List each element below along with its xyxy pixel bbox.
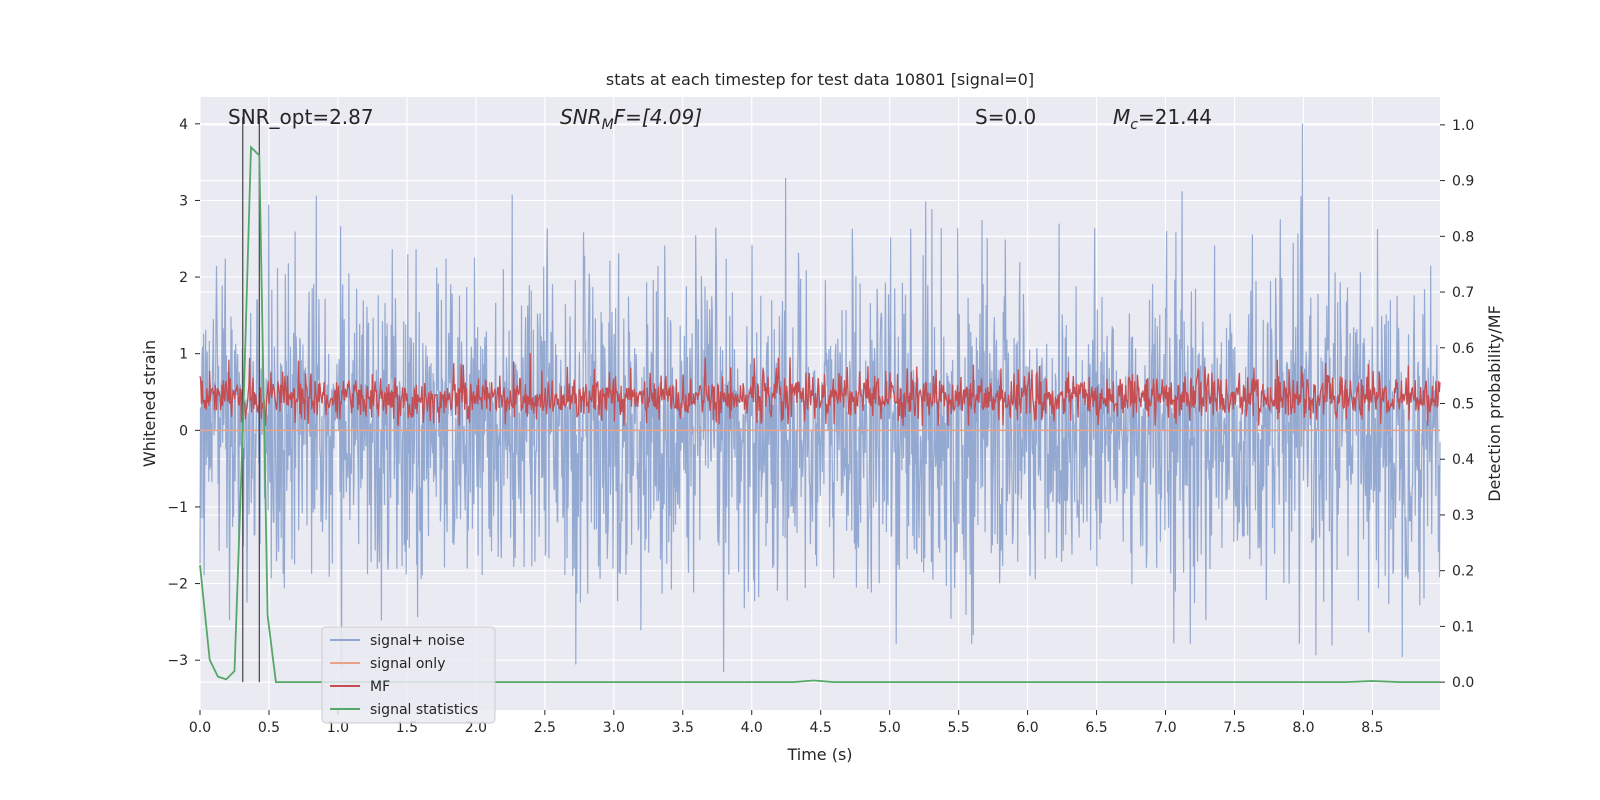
axis-ticks: 0.0 0.5 1.0 1.5 2.0 2.5 3.0 3.5 4.0 4.5 5.0 5.5 6.0 6… xyxy=(167,117,1474,736)
x-tick-label: 2.5 xyxy=(534,720,556,736)
x-tick-label: 4.0 xyxy=(741,720,763,736)
y-axis-label: Whitened strain xyxy=(140,340,159,467)
annotation-snr-mf-suffix: F=[4.09] xyxy=(614,105,702,129)
x-tick-label: 1.0 xyxy=(327,720,349,736)
y-right-tick-label: 1.0 xyxy=(1452,118,1474,134)
y-tick-label: 1 xyxy=(179,347,188,363)
signal-noise-series xyxy=(199,123,1441,673)
y-right-tick-label: 0.0 xyxy=(1452,675,1474,691)
legend-box xyxy=(321,626,496,724)
series-line-signal-noise xyxy=(199,123,1441,673)
y-right-tick-label: 0.5 xyxy=(1452,397,1474,413)
legend-label-signal-only: signal only xyxy=(370,656,445,672)
x-axis-label: Time (s) xyxy=(786,745,852,764)
x-tick-label: 5.5 xyxy=(947,720,969,736)
y-right-tick-label: 0.2 xyxy=(1452,564,1474,580)
annotation-snr-mf-sub: M xyxy=(602,117,614,133)
legend-label-signal-noise: signal+ noise xyxy=(370,633,465,649)
x-tick-label: 6.0 xyxy=(1016,720,1038,736)
annotation-snr-opt: SNR_opt=2.87 xyxy=(228,105,374,129)
y-right-tick-label: 0.1 xyxy=(1452,619,1474,635)
chart-title: stats at each timestep for test data 108… xyxy=(606,70,1034,89)
y-right-tick-label: 0.8 xyxy=(1452,229,1474,245)
annotation-s-value: S=0.0 xyxy=(975,105,1036,129)
x-tick-label: 4.5 xyxy=(810,720,832,736)
y-axis-right-label: Detection probability/MF xyxy=(1485,305,1504,502)
x-tick-label: 5.0 xyxy=(879,720,901,736)
legend-label-mf: MF xyxy=(370,679,390,695)
x-tick-label: 7.5 xyxy=(1223,720,1245,736)
x-tick-label: 8.5 xyxy=(1361,720,1383,736)
annotation-mc-suffix: =21.44 xyxy=(1138,105,1212,129)
x-tick-label: 6.5 xyxy=(1085,720,1107,736)
x-tick-label: 3.5 xyxy=(672,720,694,736)
y-tick-label: −3 xyxy=(167,653,188,669)
vertical-markers xyxy=(242,117,260,683)
x-tick-label: 8.0 xyxy=(1292,720,1314,736)
y-right-tick-label: 0.4 xyxy=(1452,452,1474,468)
y-right-tick-label: 0.9 xyxy=(1452,174,1474,190)
series-line-mf xyxy=(199,353,1441,427)
y-tick-label: 2 xyxy=(179,270,188,286)
y-tick-label: −1 xyxy=(167,500,188,516)
annotation-mc-prefix: M xyxy=(1113,105,1130,129)
x-tick-label: 0.5 xyxy=(258,720,280,736)
y-right-tick-label: 0.3 xyxy=(1452,508,1474,524)
x-tick-label: 3.0 xyxy=(603,720,625,736)
series-line-signal-statistics xyxy=(199,145,1440,683)
y-tick-label: 4 xyxy=(179,117,188,133)
legend-label-signal-statistics: signal statistics xyxy=(370,702,478,718)
x-tick-label: 1.5 xyxy=(396,720,418,736)
annotation-mc: Mc=21.44 xyxy=(1113,105,1212,133)
y-tick-label: −2 xyxy=(167,577,188,593)
y-right-tick-label: 0.6 xyxy=(1452,341,1474,357)
y-tick-label: 3 xyxy=(179,193,188,209)
legend: signal+ noise signal only MF signal stat… xyxy=(321,626,496,724)
annotation-mc-sub: c xyxy=(1130,117,1138,133)
signal-statistics-series xyxy=(199,145,1440,683)
y-tick-label: 0 xyxy=(179,423,188,439)
annotation-snr-mf-prefix: SNR xyxy=(560,105,602,129)
x-tick-label: 2.0 xyxy=(465,720,487,736)
mf-series xyxy=(199,353,1441,427)
annotation-snr-mf: SNRMF=[4.09] xyxy=(560,105,702,133)
x-tick-label: 0.0 xyxy=(189,720,211,736)
y-right-tick-label: 0.7 xyxy=(1452,285,1474,301)
x-tick-label: 7.0 xyxy=(1154,720,1176,736)
